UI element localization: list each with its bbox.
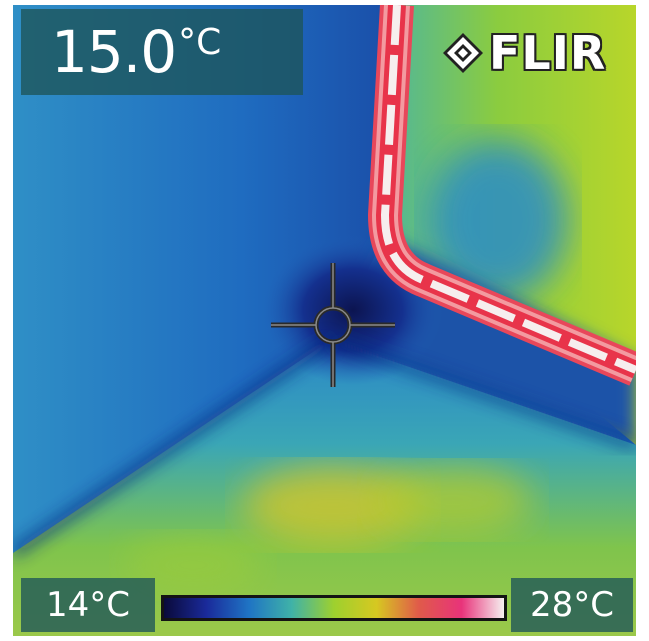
- flir-logo: FLIR: [441, 26, 633, 80]
- scale-max-label: 28°C: [511, 578, 633, 632]
- spot-temperature-readout: 15.0 °C: [21, 9, 303, 95]
- crosshair-icon: [271, 263, 395, 387]
- flir-logo-text: FLIR: [489, 26, 607, 80]
- thermal-image: [13, 5, 636, 636]
- color-scale-bar: [161, 595, 507, 621]
- thermal-image-frame: 15.0 °C FLIR 14°C 28°C: [13, 5, 636, 636]
- spot-temperature-unit: °C: [178, 22, 222, 63]
- scale-min-label: 14°C: [21, 578, 155, 632]
- spot-temperature-value: 15.0: [51, 18, 177, 86]
- flir-logo-icon: [443, 33, 483, 73]
